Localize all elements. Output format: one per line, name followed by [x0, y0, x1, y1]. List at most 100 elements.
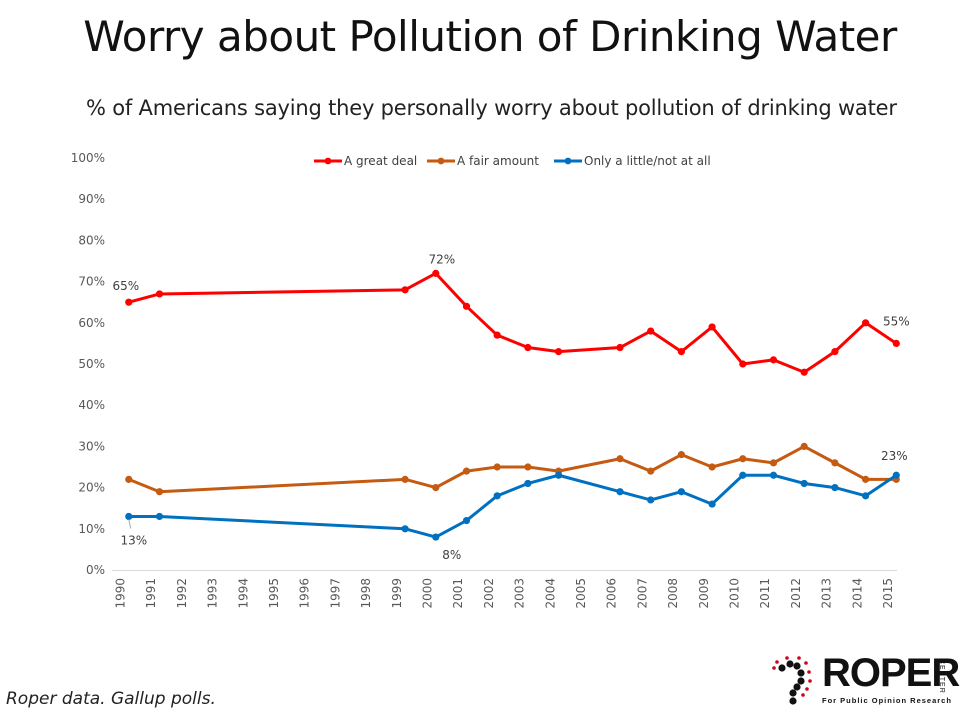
data-point — [892, 339, 900, 347]
x-tick-label: 2006 — [605, 578, 619, 609]
data-point — [616, 343, 624, 352]
y-tick-label: 0% — [86, 563, 105, 577]
data-point — [831, 459, 839, 467]
data-point — [155, 290, 164, 298]
legend-marker — [324, 157, 332, 165]
series-line — [127, 444, 898, 494]
x-tick-label: 1991 — [144, 578, 158, 609]
data-label: 13% — [120, 533, 147, 547]
logo-tagline: For Public Opinion Research — [822, 696, 952, 705]
data-point — [524, 343, 532, 352]
data-point — [769, 459, 778, 467]
data-point — [401, 286, 409, 294]
data-point — [616, 488, 624, 496]
x-tick-label: 2009 — [697, 578, 711, 609]
y-tick-label: 50% — [78, 357, 105, 371]
data-point — [739, 455, 747, 463]
data-point — [401, 525, 409, 533]
data-point — [800, 368, 808, 376]
legend-item: Only a little/not at all — [554, 154, 711, 168]
series-group — [125, 269, 900, 541]
series-line — [127, 271, 898, 374]
x-tick-label: 2004 — [543, 578, 557, 609]
data-point — [432, 484, 440, 492]
x-tick-label: 1993 — [206, 578, 220, 609]
x-tick-label: 2003 — [513, 578, 527, 609]
data-point — [493, 463, 501, 471]
x-tick-label: 2002 — [482, 578, 496, 609]
data-point — [677, 451, 685, 459]
data-point — [462, 516, 471, 525]
data-point — [861, 319, 870, 327]
data-point — [493, 331, 501, 339]
data-labels: 65% 72% 55% 13% 8% 23% — [112, 252, 909, 562]
logo-wordmark: ROPER — [822, 651, 960, 695]
x-tick-label: 2011 — [758, 578, 772, 609]
logo-center-text: CENTER — [938, 659, 945, 694]
data-point — [125, 475, 133, 483]
legend-item: A fair amount — [427, 154, 539, 168]
data-point — [155, 488, 164, 496]
data-point — [739, 360, 747, 368]
y-tick-label: 30% — [78, 439, 105, 453]
legend-label: A fair amount — [457, 154, 539, 168]
data-point — [647, 496, 655, 504]
y-tick-label: 80% — [78, 233, 105, 247]
data-point — [125, 298, 133, 306]
x-tick-label: 1996 — [298, 578, 312, 609]
legend-label: Only a little/not at all — [584, 154, 711, 168]
source-note: Roper data. Gallup polls. — [6, 689, 216, 709]
x-tick-label: 2007 — [635, 578, 649, 609]
data-point — [524, 479, 532, 488]
x-tick-label: 1998 — [359, 578, 373, 609]
series-a-fair-amount — [125, 442, 900, 496]
x-tick-label: 2015 — [881, 578, 895, 609]
y-tick-label: 60% — [78, 316, 105, 330]
series-a-great-deal — [125, 269, 900, 376]
x-tick-label: 1990 — [114, 578, 128, 609]
legend: A great deal A fair amount Only a little/n… — [314, 154, 711, 168]
data-point — [493, 492, 501, 500]
y-tick-label: 90% — [78, 192, 105, 206]
data-point — [401, 475, 409, 483]
data-point — [892, 471, 900, 479]
x-tick-label: 1994 — [236, 578, 250, 609]
data-point — [524, 463, 532, 471]
series-only-a-little-not-at-all — [125, 471, 900, 541]
data-point — [432, 533, 440, 541]
data-point — [831, 348, 839, 356]
x-tick-label: 1995 — [267, 578, 281, 609]
data-point — [739, 471, 747, 479]
x-tick-label: 2008 — [666, 578, 680, 609]
data-label: 23% — [881, 449, 908, 463]
data-point — [462, 302, 471, 310]
x-tick-label: 1992 — [175, 578, 189, 609]
data-point — [554, 348, 563, 356]
data-point — [647, 467, 655, 475]
y-tick-label: 40% — [78, 398, 105, 412]
x-tick-label: 2000 — [421, 578, 435, 609]
x-tick-label: 2012 — [789, 578, 803, 609]
data-point — [155, 512, 164, 521]
data-point — [647, 327, 655, 335]
legend-marker — [564, 157, 572, 165]
data-point — [677, 348, 685, 356]
data-label: 65% — [112, 279, 139, 293]
y-tick-label: 10% — [78, 522, 105, 536]
x-tick-label: 2013 — [820, 578, 834, 609]
x-tick-label: 2005 — [574, 578, 588, 609]
series-line — [127, 473, 898, 539]
x-tick-label: 2014 — [850, 578, 864, 609]
y-tick-label: 70% — [78, 275, 105, 289]
chart-title: Worry about Pollution of Drinking Water — [83, 12, 897, 61]
y-axis: 0% 10% 20% 30% 40% 50% 60% 70% 80% 90% 100% — [71, 151, 897, 577]
legend-item: A great deal — [314, 154, 417, 168]
leader-line — [128, 519, 132, 529]
data-point — [677, 488, 685, 496]
data-point — [800, 442, 808, 450]
legend-label: A great deal — [344, 154, 417, 168]
x-tick-label: 2001 — [451, 578, 465, 609]
data-point — [708, 463, 716, 471]
roper-logo-icon — [772, 656, 812, 705]
